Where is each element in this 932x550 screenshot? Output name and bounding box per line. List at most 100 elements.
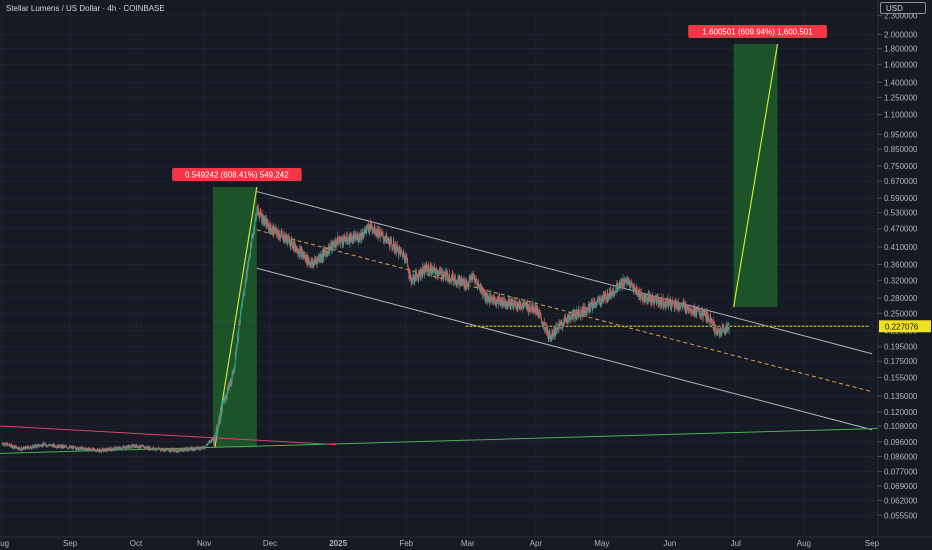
candle-body: [563, 321, 565, 326]
candle-body: [312, 263, 313, 266]
candle-body: [429, 267, 431, 271]
time-axis-bg: [0, 537, 932, 550]
candle-body: [221, 404, 223, 410]
candle-body: [638, 291, 640, 297]
candle-body: [576, 309, 578, 313]
candle-body: [433, 266, 435, 272]
candle-body: [28, 446, 30, 448]
candle-body: [39, 445, 41, 446]
candle-body: [414, 278, 416, 282]
candle-body: [508, 299, 510, 304]
candle-body: [53, 444, 55, 447]
candle-body: [266, 221, 268, 226]
candle-body: [477, 283, 479, 287]
candle-body: [688, 308, 690, 312]
candle-body: [637, 294, 639, 295]
price-tick-label: 0.108000: [884, 422, 918, 431]
candle-body: [449, 279, 451, 282]
candle-body: [496, 299, 498, 300]
candle-body: [506, 302, 508, 306]
candle-body: [488, 300, 490, 304]
candle-body: [90, 449, 92, 451]
candle-body: [570, 313, 572, 318]
candle-body: [512, 299, 514, 309]
candle-body: [722, 326, 724, 331]
candle-body: [438, 271, 440, 273]
candle-body: [225, 398, 227, 400]
candle-body: [282, 233, 284, 241]
candle-body: [163, 450, 164, 451]
candle-body: [238, 324, 240, 331]
candle-body: [20, 449, 22, 450]
candle-body: [209, 440, 211, 442]
candle-body: [502, 297, 504, 302]
candle-body: [107, 448, 108, 450]
candle-body: [728, 327, 730, 330]
candle-body: [222, 403, 224, 404]
candle-body: [558, 323, 560, 330]
candle-body: [349, 234, 350, 244]
candle-body: [329, 248, 331, 253]
candle-body: [9, 443, 11, 446]
candle-body: [727, 326, 729, 330]
candle-body: [412, 280, 414, 283]
candle-body: [218, 417, 220, 423]
candle-body: [386, 238, 388, 240]
candle-body: [611, 290, 613, 296]
candle-body: [77, 447, 79, 450]
candle-body: [89, 448, 91, 451]
candle-body: [65, 446, 67, 448]
candle-body: [88, 447, 90, 451]
candle-body: [128, 446, 130, 448]
candle-body: [256, 214, 257, 219]
candle-body: [182, 448, 184, 450]
candle-body: [457, 277, 459, 285]
channel-upper-line: [256, 191, 873, 355]
candle-body: [119, 447, 121, 448]
annotation-labels: 0.549242 (608.41%) 549,242 1.600501 (609.…: [172, 25, 827, 182]
candle-body: [232, 371, 234, 375]
candle-body: [44, 443, 46, 445]
candle-body: [694, 312, 696, 315]
candle-body: [553, 327, 555, 336]
candle-body: [240, 308, 242, 312]
candle-body: [83, 448, 85, 450]
candle-body: [492, 297, 494, 302]
candle-body: [347, 241, 349, 242]
candle-body: [145, 447, 146, 449]
candle-body: [329, 247, 331, 248]
candle-body: [20, 448, 22, 450]
candle-body: [596, 301, 598, 305]
candle-body: [40, 444, 42, 446]
candle-body: [505, 303, 506, 307]
candle-body: [507, 306, 509, 308]
candle-body: [491, 298, 493, 301]
candle-body: [589, 303, 591, 310]
candle-body: [241, 307, 242, 309]
candle-body: [499, 300, 501, 305]
candle-body: [390, 238, 392, 241]
candle-body: [587, 309, 588, 312]
currency-button[interactable]: USD: [880, 2, 926, 14]
candle-body: [524, 302, 526, 303]
green-trendline: [0, 427, 879, 454]
candle-body: [345, 240, 347, 242]
candle-body: [397, 246, 399, 254]
candle-body: [503, 302, 505, 304]
red-trendline: [0, 425, 336, 446]
candle-body: [207, 443, 209, 444]
candle-body: [520, 303, 522, 309]
candle-body: [667, 298, 669, 301]
candle-body: [41, 444, 42, 447]
candle-body: [696, 307, 698, 312]
candle-body: [185, 448, 187, 451]
candle-body: [95, 449, 97, 452]
candle-body: [593, 303, 595, 308]
candle-body: [245, 279, 247, 285]
candle-body: [202, 446, 204, 447]
candle-body: [628, 278, 629, 284]
candle-body: [499, 297, 501, 301]
candle-body: [270, 228, 272, 233]
candle-body: [157, 448, 159, 450]
